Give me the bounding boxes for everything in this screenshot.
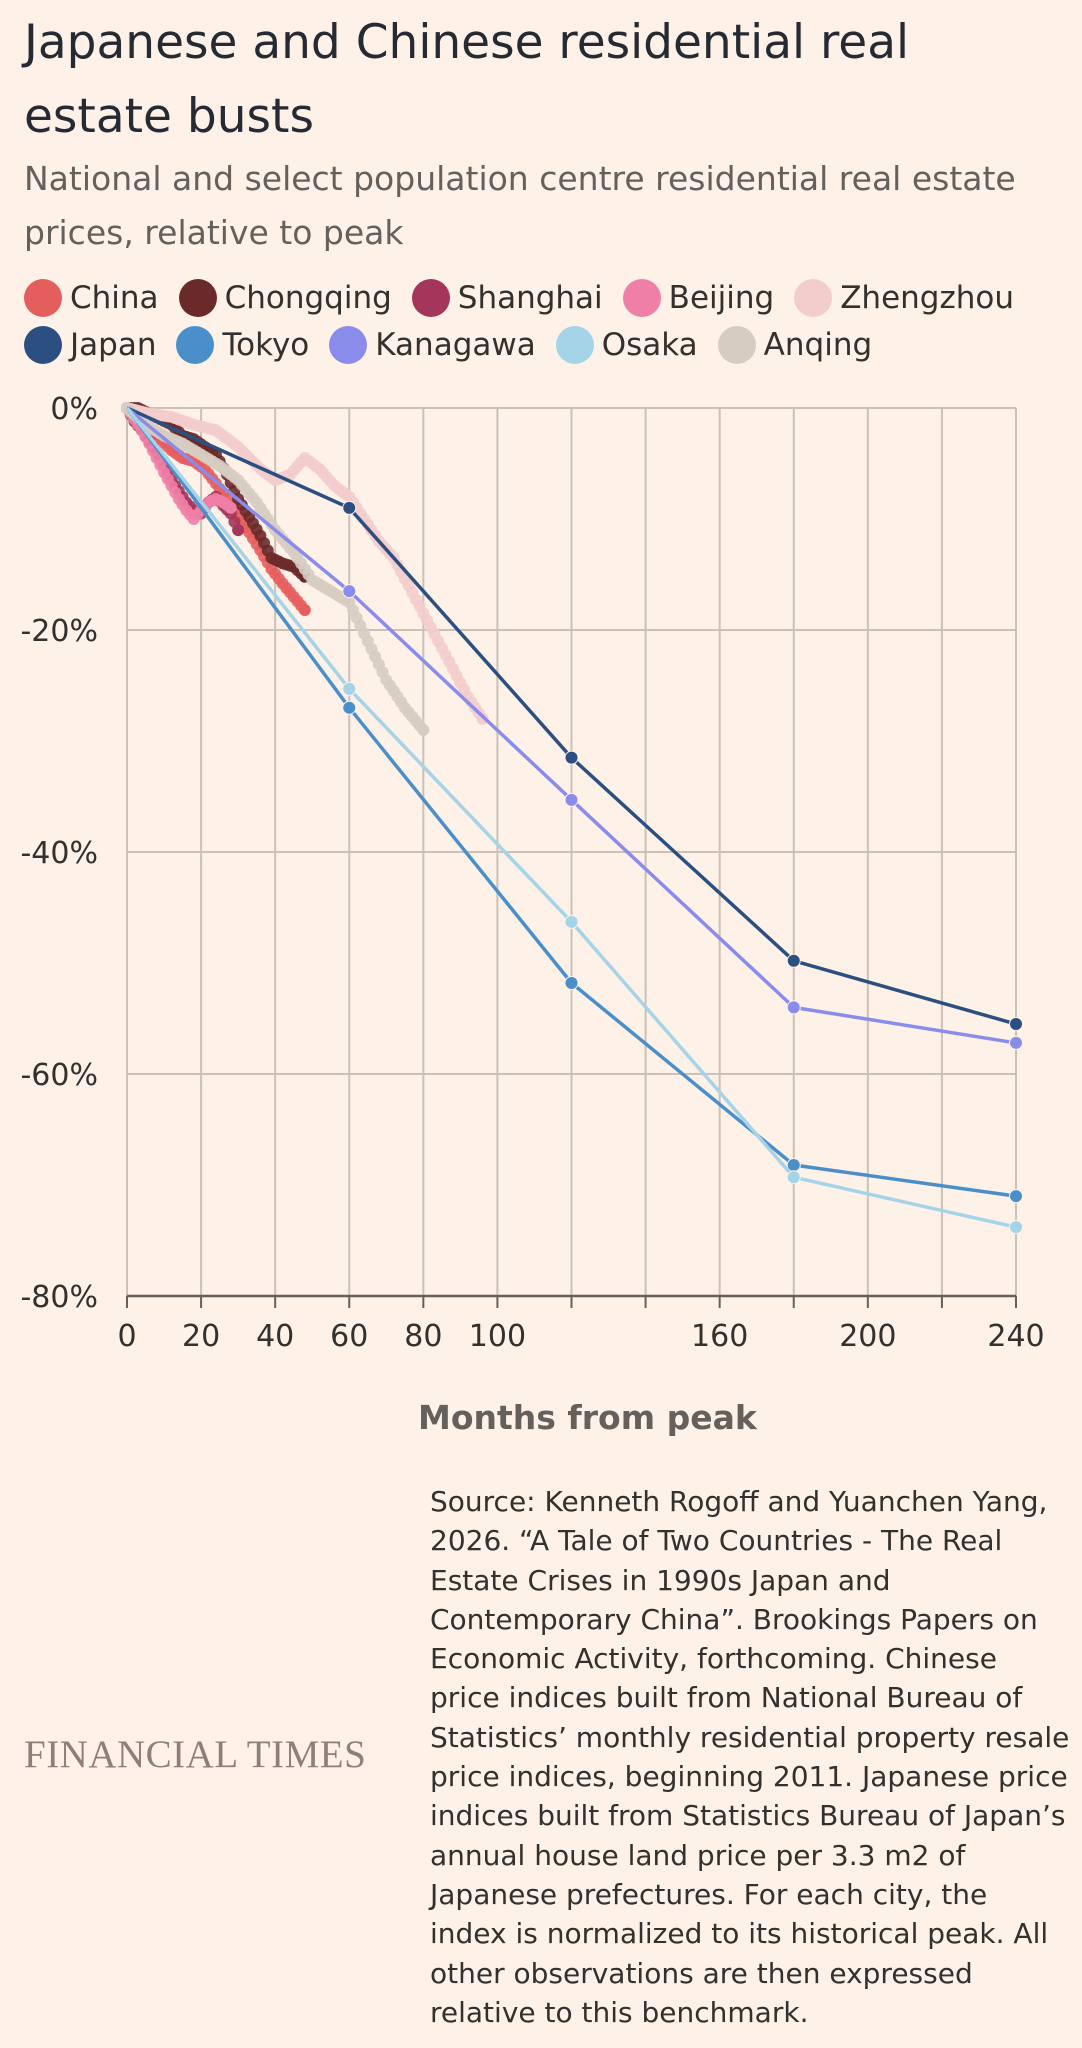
legend-swatch xyxy=(176,325,215,364)
y-tick-label: -40% xyxy=(20,836,98,871)
plot-area xyxy=(121,402,1023,1235)
legend-label: Chongqing xyxy=(224,279,392,316)
data-point xyxy=(342,681,357,696)
source-note: Source: Kenneth Rogoff and Yuanchen Yang… xyxy=(430,1485,1070,2029)
legend-label: China xyxy=(70,279,159,316)
legend-item-shanghai: Shanghai xyxy=(411,278,603,317)
legend-item-beijing: Beijing xyxy=(622,278,775,317)
series-kanagawa xyxy=(125,406,1023,1050)
data-point xyxy=(1009,1189,1023,1204)
data-point xyxy=(298,604,311,617)
legend-swatch xyxy=(622,278,661,317)
legend-label: Osaka xyxy=(601,326,698,363)
y-tick-label: -20% xyxy=(20,614,98,649)
data-point xyxy=(342,500,357,515)
x-tick-label: 240 xyxy=(987,1319,1044,1354)
data-point xyxy=(232,524,245,537)
legend-swatch xyxy=(24,325,62,364)
data-point xyxy=(342,700,357,715)
x-tick-label: 0 xyxy=(117,1319,136,1354)
x-tick-label: 100 xyxy=(469,1319,526,1354)
data-point xyxy=(786,1170,801,1185)
x-tick-label: 160 xyxy=(691,1319,748,1354)
legend-label: Beijing xyxy=(668,279,775,316)
data-point xyxy=(1009,1220,1023,1235)
legend-swatch xyxy=(794,278,833,317)
series-japan xyxy=(126,406,1023,1032)
data-point xyxy=(417,723,430,736)
data-point xyxy=(564,914,579,929)
series-osaka xyxy=(125,406,1023,1235)
legend-row-1: China Chongqing Shanghai Beijing Zhengzh… xyxy=(24,274,1074,321)
series-tokyo xyxy=(125,406,1023,1204)
legend: China Chongqing Shanghai Beijing Zhengzh… xyxy=(24,274,1074,368)
chart-subtitle: National and select population centre re… xyxy=(24,159,1016,252)
legend-item-japan: Japan xyxy=(24,325,157,364)
data-point xyxy=(564,975,579,990)
legend-item-chongqing: Chongqing xyxy=(178,278,392,317)
legend-swatch xyxy=(555,325,594,364)
y-tick-label: 0% xyxy=(50,392,98,427)
x-tick-label: 60 xyxy=(330,1319,368,1354)
data-point xyxy=(564,792,579,807)
legend-label: Tokyo xyxy=(222,326,310,363)
legend-item-china: China xyxy=(24,278,159,317)
data-point xyxy=(786,1000,801,1015)
legend-swatch xyxy=(24,278,62,317)
x-tick-label: 40 xyxy=(256,1319,294,1354)
x-tick-label: 80 xyxy=(404,1319,442,1354)
legend-label: Shanghai xyxy=(457,279,603,316)
legend-item-kanagawa: Kanagawa xyxy=(329,325,536,364)
legend-label: Anqing xyxy=(763,326,873,363)
data-point xyxy=(224,501,237,514)
legend-swatch xyxy=(329,325,368,364)
x-tick-label: 20 xyxy=(182,1319,220,1354)
legend-label: Zhengzhou xyxy=(840,279,1015,316)
y-tick-label: -80% xyxy=(20,1280,98,1315)
legend-label: Kanagawa xyxy=(375,326,536,363)
y-tick-label: -60% xyxy=(20,1058,98,1093)
line-chart: 0% -20% -40% -60% -80% 0 20 40 60 80 100 160 200 240 xyxy=(20,392,1044,1354)
data-point xyxy=(342,584,357,599)
legend-row-2: Japan Tokyo Kanagawa Osaka Anqing xyxy=(24,321,1074,368)
legend-item-tokyo: Tokyo xyxy=(176,325,310,364)
data-point xyxy=(564,750,579,765)
legend-swatch xyxy=(717,325,756,364)
chart-title: Japanese and Chinese residential real es… xyxy=(24,15,910,144)
data-point xyxy=(1009,1035,1023,1050)
legend-swatch xyxy=(411,278,450,317)
legend-label: Japan xyxy=(70,326,157,363)
ft-logo: FINANCIAL TIMES xyxy=(24,1733,367,1776)
axes: 0% -20% -40% -60% -80% 0 20 40 60 80 100 160 200 240 xyxy=(20,392,1044,1354)
x-axis-label: Months from peak xyxy=(418,1398,757,1437)
legend-swatch xyxy=(178,278,217,317)
data-point xyxy=(1009,1017,1023,1032)
legend-item-osaka: Osaka xyxy=(555,325,698,364)
x-tick-label: 200 xyxy=(839,1319,896,1354)
legend-item-zhengzhou: Zhengzhou xyxy=(794,278,1015,317)
data-point xyxy=(786,953,801,968)
legend-item-anqing: Anqing xyxy=(717,325,873,364)
